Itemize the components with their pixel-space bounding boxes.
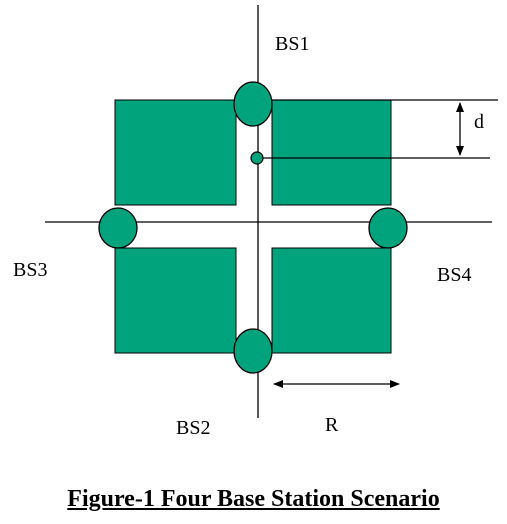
block-top-right — [271, 99, 392, 206]
label-r: R — [325, 414, 339, 436]
figure-caption: Figure-1 Four Base Station Scenario — [67, 486, 440, 512]
block-bottom-right — [271, 247, 392, 354]
base-station-bs1 — [233, 81, 273, 127]
label-bs4: BS4 — [437, 264, 471, 286]
label-bs2: BS2 — [176, 417, 210, 439]
base-station-bs2 — [233, 328, 273, 374]
block-top-left — [114, 99, 237, 206]
mobile-point — [250, 151, 264, 165]
label-d: d — [474, 111, 484, 133]
base-station-bs4 — [368, 207, 408, 249]
base-station-bs3 — [98, 207, 138, 249]
label-bs1: BS1 — [275, 33, 309, 55]
block-bottom-left — [114, 247, 237, 354]
label-bs3: BS3 — [13, 259, 47, 281]
